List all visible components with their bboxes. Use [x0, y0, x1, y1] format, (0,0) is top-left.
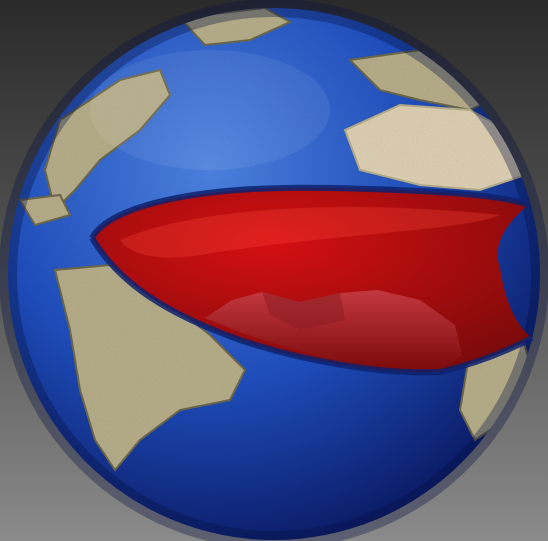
lower-lip: [89, 236, 534, 376]
upper-lip: [89, 184, 530, 240]
specular-highlight: [90, 50, 330, 170]
tongue-ridge: [262, 292, 345, 330]
mouth-inner-shadow: [120, 207, 500, 258]
